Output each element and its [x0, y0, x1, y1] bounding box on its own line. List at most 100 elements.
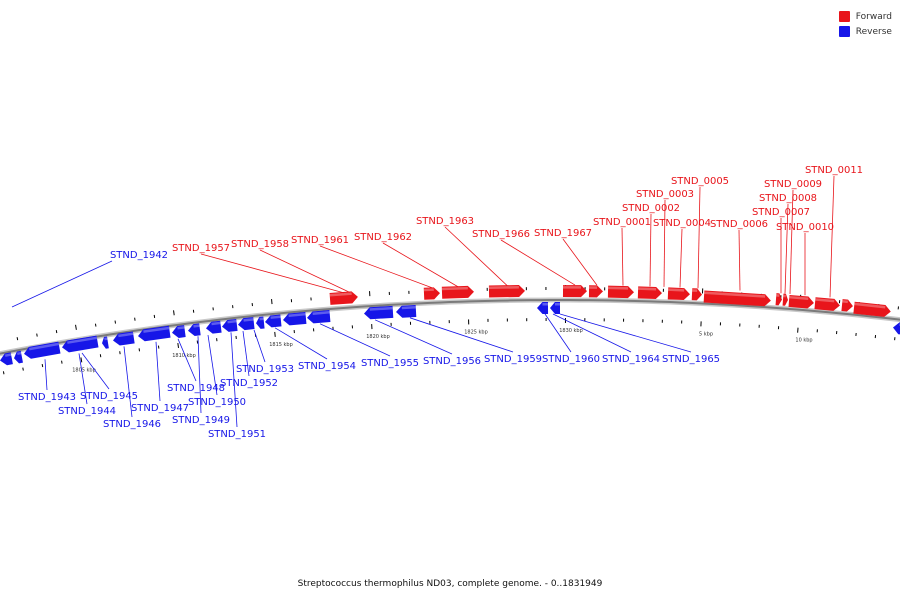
- reverse-gene-body: [256, 316, 265, 329]
- label-stnd-0002: STND_0002: [622, 203, 680, 214]
- forward-gene: [488, 284, 525, 298]
- label-stnd-0006: STND_0006: [710, 219, 768, 230]
- reverse-gene: [24, 341, 61, 359]
- scale-label: 1810 kbp: [172, 353, 196, 359]
- tick-inner: [41, 364, 44, 368]
- label-stnd-1948: STND_1948: [167, 383, 225, 394]
- forward-gene-shine: [815, 298, 835, 303]
- reverse-gene-body: [364, 305, 394, 320]
- reverse-gene: [138, 325, 171, 342]
- forward-gene-shine: [441, 286, 468, 291]
- reverse-gene: [283, 311, 307, 326]
- label-stnd-1967-leader: [562, 238, 598, 286]
- label-stnd-1943-leader: [44, 359, 48, 391]
- scale-label: 5 kbp: [699, 331, 713, 337]
- reverse-gene-shine: [288, 312, 306, 317]
- label-stnd-1960: STND_1960: [542, 354, 600, 365]
- reverse-gene-body: [138, 325, 171, 342]
- label-stnd-1961: STND_1961: [291, 235, 349, 246]
- label-stnd-0008: STND_0008: [759, 193, 817, 204]
- legend-reverse: Reverse: [838, 24, 892, 39]
- label-stnd-1964-leader: [552, 313, 632, 353]
- label-stnd-0009: STND_0009: [764, 179, 822, 190]
- forward-gene-body: [562, 285, 587, 298]
- forward-gene-body: [588, 285, 603, 298]
- tick-outer: [36, 333, 38, 337]
- forward-gene-shine: [789, 295, 809, 300]
- reverse-gene-shine: [243, 318, 254, 322]
- reverse-gene-shine: [401, 306, 416, 310]
- tick-inner: [80, 357, 83, 363]
- forward-gene-shine: [854, 302, 886, 309]
- reverse-gene: [172, 325, 186, 338]
- label-stnd-1959-leader: [409, 317, 514, 353]
- forward-gene-shine: [329, 292, 352, 297]
- label-stnd-1953-leader: [253, 329, 266, 363]
- reverse-gene-body: [62, 335, 99, 353]
- reverse-gene: [307, 310, 331, 324]
- legend: Forward Reverse: [838, 9, 892, 39]
- scale-label: 10 kbp: [795, 338, 812, 344]
- forward-gene-body: [667, 287, 690, 301]
- label-stnd-1952: STND_1952: [220, 378, 278, 389]
- reverse-gene-shine: [270, 315, 281, 319]
- forward-swatch-icon: [838, 11, 850, 22]
- tick-inner: [2, 371, 5, 375]
- reverse-gene: [102, 336, 109, 349]
- label-stnd-1954: STND_1954: [298, 361, 356, 372]
- reverse-gene-body: [172, 325, 186, 338]
- reverse-gene-shine: [369, 306, 393, 311]
- label-stnd-1947-leader: [155, 341, 161, 402]
- label-stnd-1945: STND_1945: [80, 391, 138, 402]
- forward-gene-shine: [488, 285, 519, 290]
- forward-gene: [637, 286, 662, 299]
- forward-gene-body: [841, 299, 853, 312]
- reverse-gene-body: [222, 318, 238, 332]
- reverse-gene: [396, 305, 417, 318]
- reverse-gene-body: [265, 314, 282, 328]
- label-stnd-1942: STND_1942: [110, 250, 168, 261]
- forward-gene-body: [423, 287, 440, 300]
- label-stnd-1944-leader: [78, 353, 88, 405]
- tick-outer: [75, 324, 77, 330]
- forward-gene: [814, 297, 840, 311]
- forward-gene: [441, 285, 474, 299]
- forward-gene: [423, 287, 440, 300]
- label-stnd-0011: STND_0011: [805, 165, 863, 176]
- label-stnd-1958-leader: [259, 249, 351, 293]
- forward-gene-body: [637, 286, 662, 299]
- forward-gene-body: [782, 293, 788, 306]
- reverse-gene-body: [307, 310, 331, 324]
- label-stnd-1955: STND_1955: [361, 358, 419, 369]
- tick-inner: [61, 360, 63, 364]
- reverse-gene: [14, 350, 23, 364]
- label-stnd-0011-leader: [829, 175, 835, 298]
- label-stnd-0009-leader: [789, 189, 794, 294]
- label-stnd-0003: STND_0003: [636, 189, 694, 200]
- tick-outer: [173, 310, 175, 316]
- forward-gene-shine: [776, 294, 780, 297]
- label-stnd-1956-leader: [374, 319, 453, 355]
- forward-gene: [329, 291, 358, 305]
- legend-forward-label: Forward: [855, 11, 892, 22]
- forward-gene: [607, 285, 634, 299]
- label-stnd-1950-leader: [207, 335, 218, 396]
- reverse-gene-body: [893, 322, 900, 335]
- reverse-gene: [364, 305, 394, 320]
- forward-gene-body: [788, 294, 814, 309]
- reverse-gene: [537, 301, 549, 315]
- label-stnd-0006-leader: [738, 229, 741, 291]
- label-stnd-1959: STND_1959: [484, 354, 542, 365]
- label-stnd-1966-leader: [500, 239, 576, 286]
- forward-gene-shine: [704, 291, 766, 298]
- forward-gene: [782, 293, 788, 306]
- label-stnd-1942-leader: [11, 260, 113, 308]
- reverse-gene-body: [396, 305, 417, 318]
- label-stnd-0005-leader: [697, 186, 701, 289]
- reverse-gene: [238, 317, 255, 331]
- tick-inner: [22, 367, 24, 371]
- label-stnd-1967: STND_1967: [534, 228, 592, 239]
- forward-gene-body: [703, 290, 771, 307]
- reverse-gene-shine: [29, 342, 60, 351]
- forward-gene-shine: [668, 288, 685, 292]
